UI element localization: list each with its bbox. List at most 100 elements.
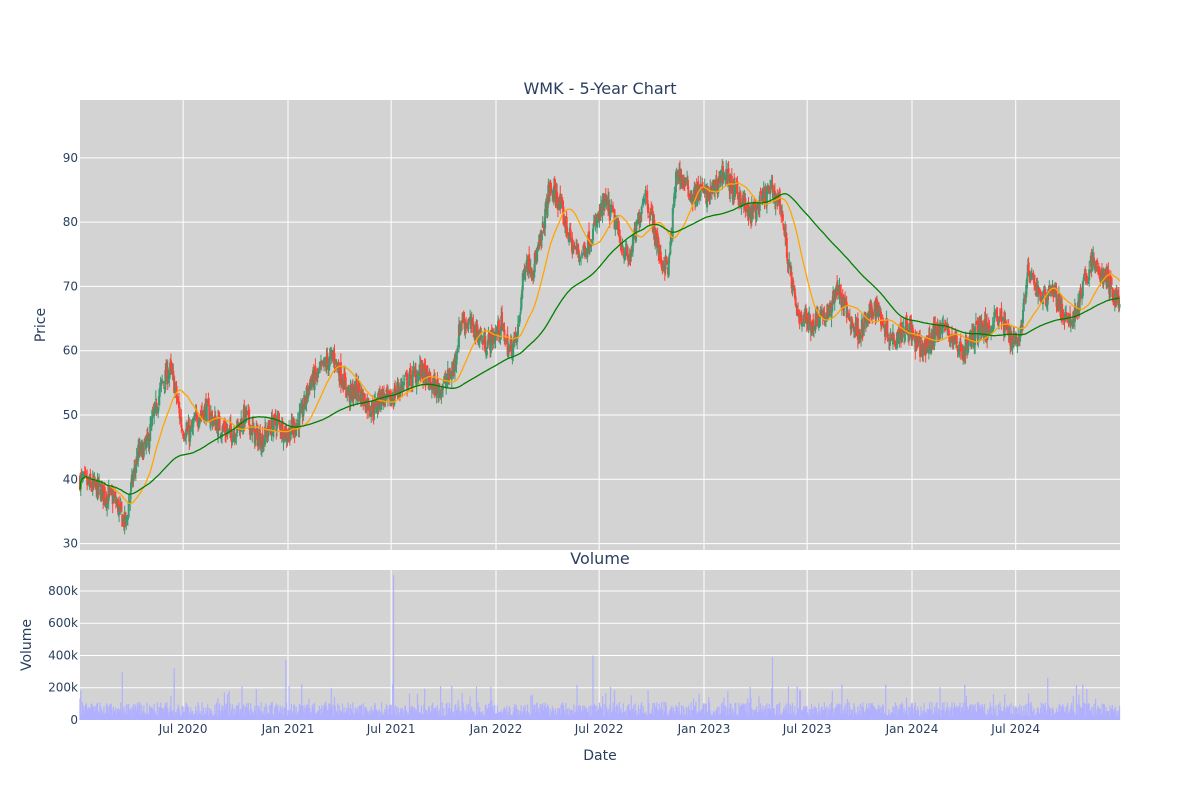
volume-bar [736, 714, 738, 720]
volume-bar [433, 707, 435, 720]
volume-bar [1020, 706, 1023, 720]
volume-bar [389, 706, 391, 720]
volume-bar [726, 708, 728, 720]
volume-bar [771, 657, 774, 720]
candle-body [391, 399, 394, 402]
volume-bar [848, 702, 850, 720]
candle-body [205, 400, 208, 423]
volume-bar [986, 714, 988, 720]
volume-bar [670, 707, 672, 720]
candle-body [1003, 317, 1006, 337]
volume-bar [103, 706, 105, 720]
volume-bar [641, 711, 644, 720]
volume-bar [584, 708, 586, 720]
candle-body [279, 423, 282, 432]
volume-bar [442, 715, 444, 720]
candle-body [256, 428, 259, 447]
volume-bar [682, 705, 684, 720]
candle-body [977, 331, 980, 342]
volume-bar [955, 708, 957, 720]
volume-bar [826, 705, 828, 720]
candle-body [1100, 270, 1103, 279]
volume-bar [325, 706, 328, 720]
volume-bar [611, 712, 613, 720]
candle-body [485, 350, 488, 356]
volume-bar [285, 660, 287, 720]
candle-body [655, 235, 658, 248]
volume-bar [282, 715, 285, 720]
volume-bar [906, 714, 908, 720]
volume-bar [1062, 704, 1064, 720]
volume-bar [1059, 703, 1061, 720]
candle-body [936, 323, 939, 337]
volume-bar [537, 710, 539, 720]
volume-bar [297, 711, 300, 720]
volume-bar [694, 706, 696, 720]
candle-body [727, 168, 730, 173]
candle-body [466, 327, 469, 329]
candle-body [673, 192, 676, 207]
volume-bar [530, 695, 532, 720]
volume-bar [729, 703, 731, 720]
volume-bar [97, 711, 99, 720]
candle-body [185, 428, 188, 438]
volume-bar [699, 712, 701, 720]
volume-bar [481, 715, 483, 720]
candle-body [387, 390, 390, 395]
volume-bar [131, 706, 133, 720]
volume-bar [648, 702, 650, 720]
volume-bar [455, 710, 458, 720]
volume-bar [836, 703, 838, 720]
volume-bar [327, 710, 329, 720]
candle-body [674, 191, 677, 194]
candle-body [1078, 290, 1081, 311]
volume-bar [366, 710, 368, 720]
candle-body [828, 305, 831, 317]
volume-bar [743, 704, 745, 720]
volume-bar [771, 688, 773, 720]
x-tick-label: Jan 2024 [885, 722, 939, 736]
candle-body [802, 321, 805, 323]
volume-bar [293, 704, 295, 720]
candle-body [1045, 303, 1048, 308]
candle-body [823, 312, 826, 322]
volume-bar [1003, 706, 1005, 720]
volume-bar [317, 710, 319, 720]
volume-bar [850, 709, 853, 720]
volume-bar [412, 711, 415, 720]
volume-bar [522, 711, 524, 720]
volume-bar [647, 690, 649, 720]
volume-bar [577, 711, 579, 720]
candle-body [538, 240, 541, 243]
candle-body [709, 187, 712, 200]
candle-body [497, 319, 500, 336]
volume-bar [467, 713, 469, 720]
volume-bar [760, 711, 762, 720]
volume-bar [634, 703, 636, 720]
volume-bar [405, 710, 407, 720]
candle-body [282, 440, 285, 442]
candle-body [472, 322, 475, 333]
volume-bar [899, 704, 901, 720]
volume-bar [1036, 707, 1038, 720]
candle-body [100, 486, 103, 500]
volume-bar [641, 702, 643, 720]
volume-bar [279, 705, 281, 720]
volume-bar [830, 709, 832, 720]
volume-bar [731, 714, 733, 720]
volume-bar [177, 704, 179, 720]
volume-bar [635, 710, 637, 720]
volume-bar [191, 713, 193, 720]
volume-bar [799, 690, 802, 720]
volume-bar [278, 711, 281, 720]
volume-bar [1079, 704, 1081, 720]
volume-bar [1084, 714, 1086, 720]
volume-bar [952, 715, 954, 720]
volume-bar [562, 705, 565, 720]
candle-body [544, 208, 547, 229]
volume-bar [254, 705, 256, 720]
volume-bars [79, 574, 1121, 720]
volume-bar [1033, 708, 1035, 720]
volume-bar [283, 707, 285, 720]
candle-body [1018, 336, 1021, 341]
